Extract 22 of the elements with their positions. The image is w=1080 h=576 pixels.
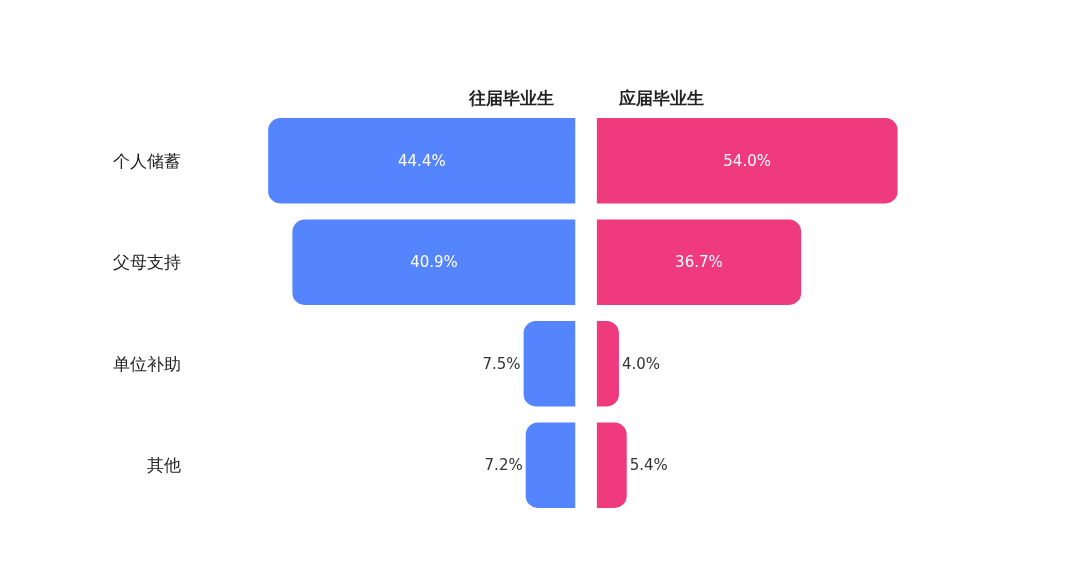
y-tick-label: 个人储蓄 <box>113 150 181 171</box>
chart-title: 往届毕业生 <box>468 88 554 108</box>
data-label: 7.2% <box>484 456 523 475</box>
data-label: 4.0% <box>621 354 661 373</box>
y-tick-label: 其他 <box>147 455 181 476</box>
data-label: 44.4% <box>398 151 446 170</box>
bar <box>268 118 576 204</box>
data-label: 40.9% <box>410 253 458 272</box>
data-label: 54.0% <box>723 151 771 170</box>
bar <box>523 321 576 407</box>
bar <box>525 422 576 508</box>
bar <box>596 219 802 305</box>
y-tick-label: 单位补助 <box>113 353 181 374</box>
bar <box>596 422 627 508</box>
data-label: 7.5% <box>482 354 521 373</box>
bar <box>596 321 619 407</box>
data-label: 5.4% <box>629 456 668 475</box>
data-label: 36.7% <box>675 253 723 272</box>
y-tick-label: 父母支持 <box>113 252 181 273</box>
bar <box>596 118 898 204</box>
bar <box>292 219 576 305</box>
chart-title: 应届毕业生 <box>618 88 704 108</box>
